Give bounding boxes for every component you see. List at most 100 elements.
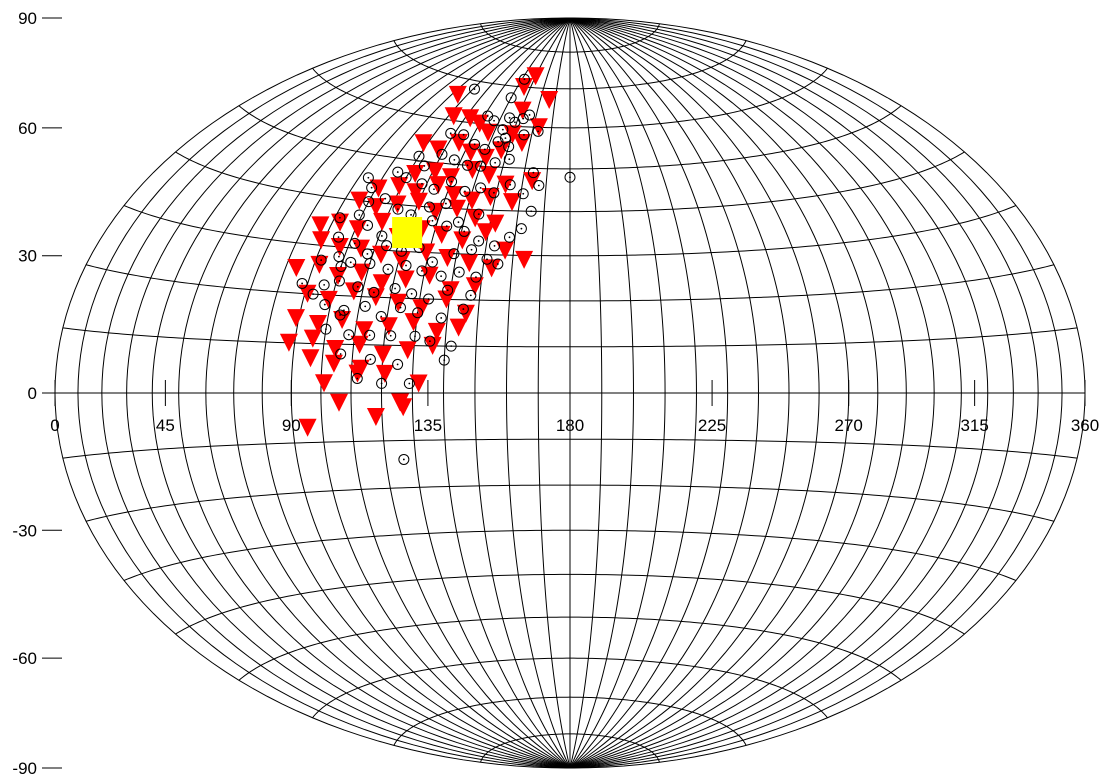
triangle-point [429,140,448,159]
triangle-point [330,238,349,256]
circle-point [489,157,501,169]
circle-point [488,187,500,199]
x-tick-label: 315 [960,416,988,435]
circle-point [424,335,436,347]
circle-point-dot [399,306,402,309]
circle-point-dot [537,130,539,133]
circle-point-dot [477,240,480,242]
circle-point-dot [486,258,488,261]
circle-point [333,231,345,243]
circle-point-dot [473,143,476,146]
circle-point-dot [457,221,460,224]
circle-point-dot [372,291,375,294]
circle-point-dot [368,334,371,337]
circle-point [504,179,516,191]
circle-point-dot [400,250,403,253]
circle-point-dot [530,210,533,213]
triangle-point [326,340,345,358]
circle-point-dot [410,213,412,216]
circle-point-dot [475,276,477,279]
circle-point [418,160,430,172]
parallel-line [238,616,902,681]
circle-point-dot [479,186,482,189]
circle-point-dot [520,227,523,230]
circle-point-dot [347,333,350,336]
y-tick-label: 30 [18,247,37,266]
circle-point [479,143,491,155]
circle-point-dot [433,188,435,191]
circle-point [335,348,347,360]
triangle-point [460,254,479,273]
triangle-point [449,318,468,337]
triangle-point [330,393,348,412]
circle-point-dot [508,236,511,239]
circle-point-dot [440,275,443,278]
circle-point [359,300,371,312]
circle-point-dot [323,303,326,306]
circle-point-dot [366,252,369,255]
circle-point [532,125,544,137]
x-tick-label: 225 [698,416,726,435]
triangle-point [426,162,445,181]
circle-point-dot [312,293,315,295]
circle-point-dot [469,294,472,297]
circle-point [319,299,331,311]
triangle-point [414,134,433,153]
circle-point [435,270,447,282]
circle-point-dot [380,235,383,237]
circle-point [445,340,457,352]
circle-point [492,136,504,148]
circle-point [353,209,365,221]
circle-point [469,138,481,150]
triangle-point [372,274,391,293]
triangle-point [444,107,463,126]
x-tick-label: 45 [156,416,175,435]
circle-point [364,353,376,365]
triangle-point [366,198,385,217]
circle-point-dot [338,280,341,282]
triangle-point [479,123,498,142]
circle-point [448,248,460,260]
circle-point-dot [508,158,511,161]
triangle-point [406,183,425,202]
circle-point [435,312,447,324]
circle-point-dot [493,119,495,122]
triangle-point [390,177,409,196]
circle-point [445,127,457,139]
y-tick-label: -90 [12,759,37,778]
circle-point [470,271,482,283]
circle-point-dot [380,315,383,318]
triangle-point [427,322,446,341]
circle-point [426,215,438,227]
circle-point [442,284,454,296]
circle-point-dot [402,458,405,461]
triangle-point [287,309,305,328]
parallel-line [62,438,1078,459]
parallel-line [175,573,965,635]
triangle-point [373,345,392,364]
circle-point [458,129,470,141]
triangle-point [448,199,466,218]
x-tick-label: 270 [835,416,863,435]
circle-point-dot [569,176,571,179]
triangle-point [319,290,338,309]
circle-point-dot [440,317,443,319]
circle-point [362,172,374,184]
triangle-point [444,186,463,205]
circle-point-dot [320,259,323,261]
triangle-point [324,354,343,373]
circle-point-dot [431,219,434,222]
circle-point [489,240,501,252]
circle-point [352,281,364,293]
parallel-line [85,484,1055,522]
triangle-point [309,315,327,333]
circle-point [376,230,388,242]
circle-point-dot [353,242,356,245]
circle-point-dot [501,128,504,131]
triangle-point [437,290,456,309]
triangle-point [420,266,439,285]
circle-point [452,216,464,228]
circle-point [392,203,404,215]
